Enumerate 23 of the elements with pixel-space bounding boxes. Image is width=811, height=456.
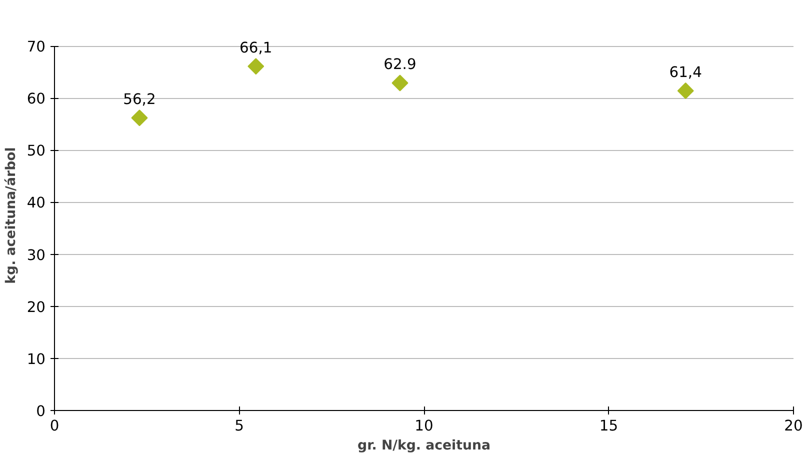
point	[392, 74, 408, 92]
y-tick-label: 10	[26, 350, 46, 368]
x-tick-label: 10	[414, 418, 434, 434]
x-axis-title: gr. N/kg. aceituna	[358, 438, 490, 454]
y-tick-label: 70	[26, 38, 46, 56]
y-tick-label: 20	[26, 298, 46, 316]
y-tick-label: 60	[26, 90, 46, 108]
x-tick-label: 15	[599, 418, 618, 434]
y-axis-title: kg. aceituna/árbol	[4, 147, 19, 284]
data-label: 62.9	[384, 56, 416, 73]
point	[677, 82, 694, 100]
x-tick-label: 20	[784, 418, 803, 434]
data-label: 66,1	[240, 39, 272, 56]
y-tick-label: 30	[26, 246, 46, 264]
y-tick-label: 40	[26, 194, 46, 212]
y-tick-label: 50	[26, 142, 46, 160]
point	[248, 58, 264, 75]
x-tick-label: 0	[50, 418, 60, 434]
point	[131, 110, 148, 126]
data-label: 56,2	[123, 90, 156, 108]
y-tick-label: 0	[36, 403, 46, 420]
x-tick-label: 5	[234, 418, 244, 434]
data-label: 61,4	[669, 64, 702, 81]
